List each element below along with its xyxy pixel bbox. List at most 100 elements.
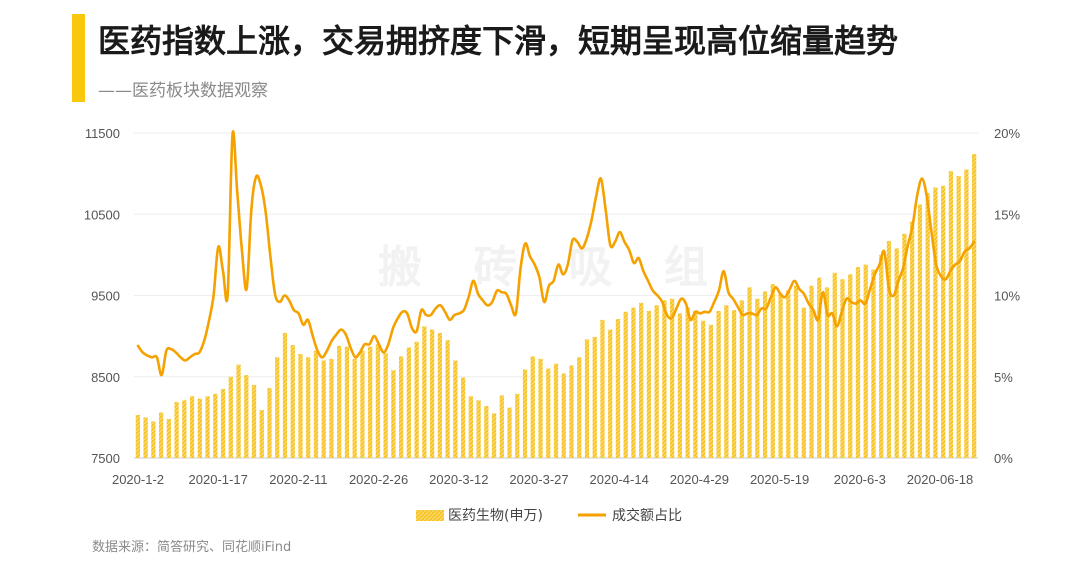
x-tick-label: 2020-1-17 <box>189 472 248 487</box>
bar <box>189 396 195 458</box>
bar <box>306 357 311 458</box>
bar <box>468 396 473 458</box>
bar <box>832 272 837 458</box>
bar <box>399 356 404 458</box>
y-left-tick-label: 11500 <box>85 126 120 141</box>
bar <box>352 358 357 458</box>
bar <box>631 307 636 458</box>
bar <box>460 377 466 458</box>
bar <box>507 407 512 458</box>
y-left-tick-label: 9500 <box>91 289 120 304</box>
legend-label-line: 成交额占比 <box>612 507 682 524</box>
bar <box>251 384 257 458</box>
bar <box>499 395 504 458</box>
y-right-tick-label: 10% <box>994 289 1020 304</box>
bar <box>453 360 458 458</box>
bar <box>809 285 814 458</box>
bar <box>151 421 156 458</box>
bar <box>971 154 977 458</box>
bar <box>290 345 295 458</box>
bar <box>755 298 760 458</box>
x-tick-label: 2020-5-19 <box>750 472 809 487</box>
bar <box>848 274 853 458</box>
bar <box>886 241 892 458</box>
bar <box>337 345 342 458</box>
bar <box>623 311 628 458</box>
page-subtitle: ——医药板块数据观察 <box>98 81 268 101</box>
bar <box>654 305 659 458</box>
bar <box>817 277 822 458</box>
bar <box>793 285 799 458</box>
bar <box>693 310 698 458</box>
data-source-note: 数据来源：简答研究、同花顺iFind <box>92 540 292 555</box>
bar <box>228 376 233 458</box>
bar <box>700 320 706 458</box>
x-tick-label: 2020-6-3 <box>834 472 886 487</box>
bar <box>213 393 218 458</box>
bar <box>646 310 652 458</box>
bar <box>391 370 396 458</box>
bar <box>716 310 721 458</box>
bar <box>298 354 303 458</box>
bar <box>840 279 845 458</box>
y-right-tick-label: 15% <box>994 207 1020 222</box>
y-left-tick-label: 8500 <box>91 370 120 385</box>
bar <box>522 369 528 458</box>
bar <box>964 169 969 458</box>
left-axis-ticks: 11500 10500 9500 8500 7500 <box>84 126 120 466</box>
watermark: 搬 砖 吸 组 <box>378 242 726 293</box>
bar <box>445 340 450 458</box>
bar <box>220 388 226 458</box>
bar <box>561 373 566 458</box>
bar <box>608 329 613 458</box>
bar <box>592 336 597 458</box>
bar <box>135 414 141 458</box>
bar <box>731 310 737 458</box>
bar <box>166 419 171 458</box>
bar <box>143 417 148 458</box>
bar <box>530 356 535 458</box>
x-tick-label: 2020-1-2 <box>112 472 164 487</box>
bar <box>778 293 783 458</box>
bar <box>406 347 412 458</box>
x-tick-label: 2020-3-12 <box>429 472 488 487</box>
legend-label-bar: 医药生物(申万) <box>448 508 543 524</box>
bar <box>910 221 915 458</box>
bar <box>484 406 489 458</box>
bar <box>313 350 319 458</box>
y-left-tick-label: 7500 <box>91 451 120 466</box>
bar <box>236 364 241 458</box>
chart-legend: 医药生物(申万) 成交额占比 <box>416 507 682 524</box>
legend-bar-swatch <box>416 510 444 521</box>
bar <box>158 412 164 458</box>
bar <box>824 287 830 458</box>
x-tick-label: 2020-4-29 <box>670 472 729 487</box>
bar <box>546 368 551 458</box>
bar <box>538 358 543 458</box>
x-tick-label: 2020-4-14 <box>590 472 649 487</box>
bar <box>724 305 729 458</box>
bar <box>879 254 884 458</box>
bar <box>259 410 264 458</box>
bar <box>414 341 419 458</box>
bar <box>762 291 768 458</box>
right-axis-ticks: 20% 15% 10% 5% 0% <box>994 126 1020 466</box>
bar <box>553 363 559 458</box>
bar <box>855 267 861 458</box>
bar <box>948 171 954 458</box>
bar <box>267 388 272 458</box>
turnover-share-line <box>136 130 976 377</box>
title-accent-bar <box>72 14 85 102</box>
bar <box>863 264 868 458</box>
bar <box>956 176 961 458</box>
y-right-tick-label: 20% <box>994 126 1020 141</box>
bar <box>902 233 907 458</box>
bar <box>747 287 752 458</box>
bar <box>174 401 179 458</box>
bar <box>708 324 713 458</box>
bar <box>739 300 744 458</box>
bar <box>770 284 775 458</box>
bar <box>639 302 644 458</box>
bar <box>205 396 210 458</box>
bar <box>344 346 350 458</box>
